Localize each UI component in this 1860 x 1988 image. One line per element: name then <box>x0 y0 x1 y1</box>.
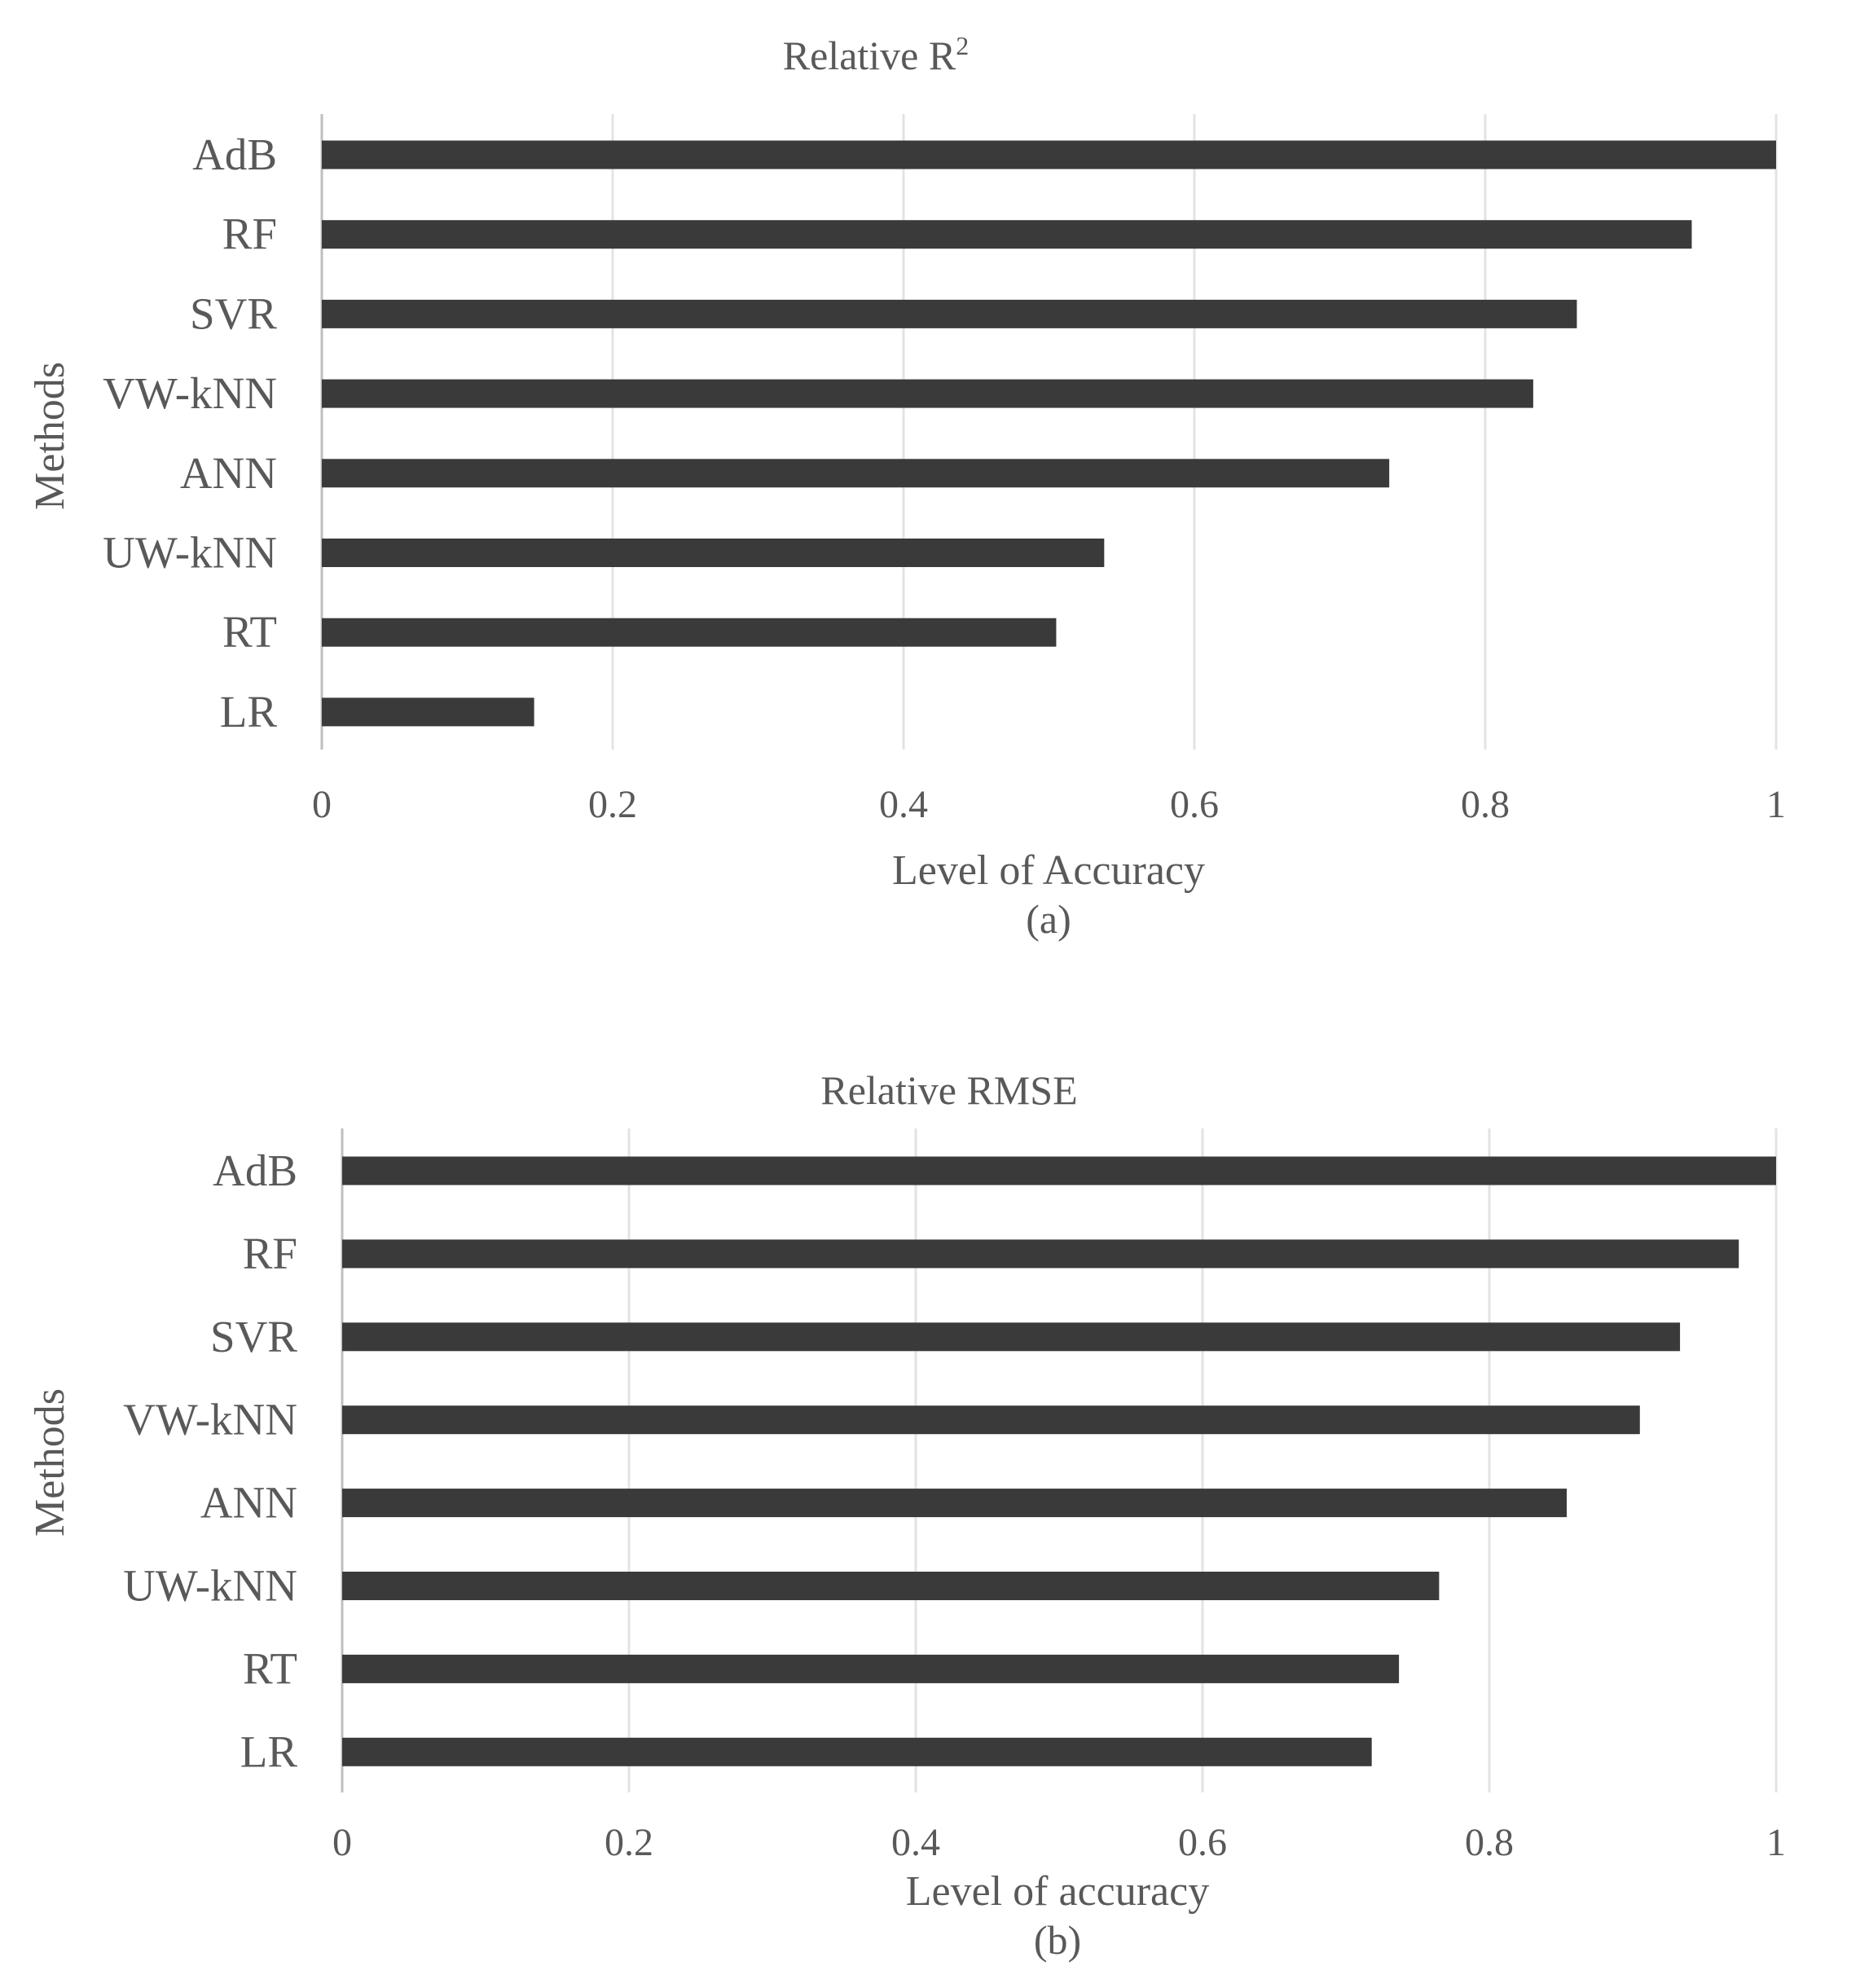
category-label: LR <box>240 1726 298 1776</box>
bar-svr <box>342 1322 1681 1352</box>
bar-lr <box>322 697 534 727</box>
x-tick-label: 1 <box>1766 1821 1786 1864</box>
x-tick-label: 0.8 <box>1461 783 1510 826</box>
x-tick-label: 0 <box>332 1821 352 1864</box>
category-label: RT <box>222 607 277 657</box>
x-tick-label: 0.4 <box>891 1821 940 1864</box>
category-label: AdB <box>213 1146 297 1195</box>
bar-adb <box>322 140 1776 169</box>
x-tick-label: 1 <box>1766 783 1786 826</box>
category-label: SVR <box>210 1312 297 1361</box>
category-label: UW-kNN <box>103 528 277 578</box>
x-axis-label: Level of accuracy <box>906 1868 1209 1915</box>
category-label: LR <box>220 687 278 737</box>
bar-svr <box>322 299 1577 328</box>
category-label: SVR <box>190 288 277 338</box>
panel-label: (b) <box>1034 1917 1081 1963</box>
x-tick-label: 0.8 <box>1465 1821 1514 1864</box>
bar-rt <box>342 1654 1400 1683</box>
x-tick-label: 0.2 <box>588 783 637 826</box>
bar-ann <box>322 459 1390 488</box>
chart-title: Relative R2 <box>783 31 969 78</box>
category-label: VW-kNN <box>123 1395 297 1445</box>
x-tick-label: 0.4 <box>879 783 928 826</box>
category-label: VW-kNN <box>103 368 277 418</box>
chart-title: Relative RMSE <box>820 1067 1077 1113</box>
gridlines <box>627 1128 1778 1792</box>
y-axis-label: Methods <box>27 1388 73 1537</box>
bar-lr <box>342 1737 1372 1766</box>
chart-panel-b: Relative RMSE Methods Level of accuracy … <box>27 1067 1786 1963</box>
category-label: ANN <box>200 1478 297 1528</box>
category-label: AdB <box>192 130 277 179</box>
x-axis-label: Level of Accuracy <box>892 847 1205 894</box>
bar-uw-knn <box>322 539 1105 567</box>
bar-adb <box>342 1156 1776 1185</box>
bar-rf <box>322 220 1692 249</box>
bar-uw-knn <box>342 1572 1440 1600</box>
x-tick-label: 0.6 <box>1178 1821 1227 1864</box>
category-label: UW-kNN <box>123 1561 297 1611</box>
x-tick-label: 0.2 <box>605 1821 653 1864</box>
chart-panel-a: Relative R2 Methods Level of Accuracy (a… <box>27 31 1786 942</box>
x-tick-label: 0.6 <box>1170 783 1219 826</box>
category-label: RT <box>243 1643 297 1693</box>
x-tick-label: 0 <box>312 783 332 826</box>
y-axis-label: Methods <box>27 362 73 510</box>
bar-ann <box>342 1489 1568 1518</box>
bar-rt <box>322 618 1057 647</box>
category-label: RF <box>243 1229 297 1278</box>
gridlines <box>611 114 1778 750</box>
bar-vw-knn <box>342 1405 1640 1435</box>
bar-vw-knn <box>322 379 1533 408</box>
panel-label: (a) <box>1026 896 1071 942</box>
bar-rf <box>342 1239 1739 1269</box>
category-label: RF <box>222 209 277 259</box>
category-label: ANN <box>180 448 277 498</box>
